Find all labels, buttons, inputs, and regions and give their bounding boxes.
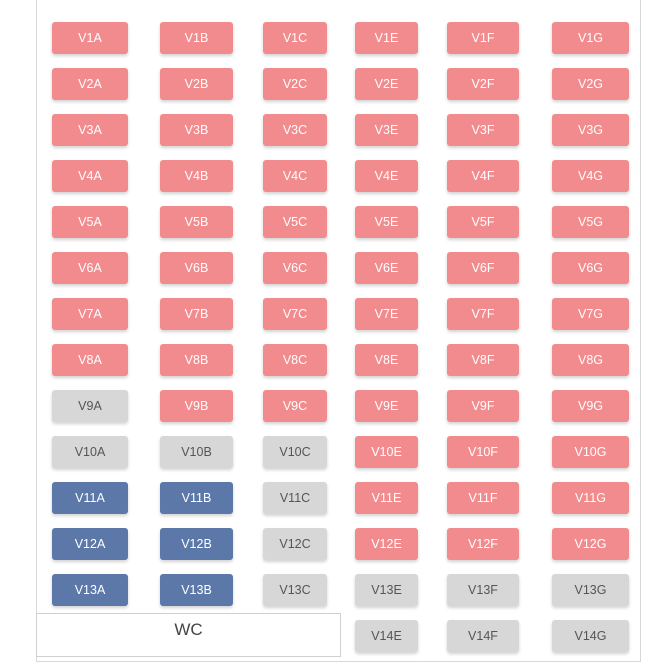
seat-v5g[interactable]: V5G — [552, 206, 629, 238]
seat-v8b[interactable]: V8B — [160, 344, 233, 376]
seat-v2a[interactable]: V2A — [52, 68, 128, 100]
seat-v11e[interactable]: V11E — [355, 482, 418, 514]
seat-v12e[interactable]: V12E — [355, 528, 418, 560]
seat-v13c[interactable]: V13C — [263, 574, 327, 606]
seat-v13e[interactable]: V13E — [355, 574, 418, 606]
seat-v2c[interactable]: V2C — [263, 68, 327, 100]
seat-v10a[interactable]: V10A — [52, 436, 128, 468]
seat-v8g[interactable]: V8G — [552, 344, 629, 376]
seat-v13b[interactable]: V13B — [160, 574, 233, 606]
seat-v11g[interactable]: V11G — [552, 482, 629, 514]
seat-v6f[interactable]: V6F — [447, 252, 519, 284]
seat-v12b[interactable]: V12B — [160, 528, 233, 560]
seat-v4b[interactable]: V4B — [160, 160, 233, 192]
seat-map-panel — [36, 0, 641, 662]
seat-v1b[interactable]: V1B — [160, 22, 233, 54]
seat-v1f[interactable]: V1F — [447, 22, 519, 54]
seat-v14e[interactable]: V14E — [355, 620, 418, 652]
seat-v10g[interactable]: V10G — [552, 436, 629, 468]
seat-v6c[interactable]: V6C — [263, 252, 327, 284]
seat-v11f[interactable]: V11F — [447, 482, 519, 514]
seat-v13g[interactable]: V13G — [552, 574, 629, 606]
seat-v10e[interactable]: V10E — [355, 436, 418, 468]
seat-v4g[interactable]: V4G — [552, 160, 629, 192]
seat-v11c[interactable]: V11C — [263, 482, 327, 514]
seat-v12f[interactable]: V12F — [447, 528, 519, 560]
seat-v3e[interactable]: V3E — [355, 114, 418, 146]
wc-label: WC — [174, 620, 203, 639]
seat-v1g[interactable]: V1G — [552, 22, 629, 54]
seat-v12c[interactable]: V12C — [263, 528, 327, 560]
seat-v7f[interactable]: V7F — [447, 298, 519, 330]
seat-v4f[interactable]: V4F — [447, 160, 519, 192]
seat-v9e[interactable]: V9E — [355, 390, 418, 422]
seat-v3b[interactable]: V3B — [160, 114, 233, 146]
seat-v10c[interactable]: V10C — [263, 436, 327, 468]
seat-v4e[interactable]: V4E — [355, 160, 418, 192]
seat-v3a[interactable]: V3A — [52, 114, 128, 146]
seat-v9f[interactable]: V9F — [447, 390, 519, 422]
seat-v7e[interactable]: V7E — [355, 298, 418, 330]
seat-v14f[interactable]: V14F — [447, 620, 519, 652]
seat-v5c[interactable]: V5C — [263, 206, 327, 238]
seat-v7g[interactable]: V7G — [552, 298, 629, 330]
seat-v2f[interactable]: V2F — [447, 68, 519, 100]
seat-v9a[interactable]: V9A — [52, 390, 128, 422]
seat-v13f[interactable]: V13F — [447, 574, 519, 606]
seat-v2g[interactable]: V2G — [552, 68, 629, 100]
seat-v5f[interactable]: V5F — [447, 206, 519, 238]
seat-v6g[interactable]: V6G — [552, 252, 629, 284]
seat-v8c[interactable]: V8C — [263, 344, 327, 376]
seat-v8f[interactable]: V8F — [447, 344, 519, 376]
seat-v3g[interactable]: V3G — [552, 114, 629, 146]
seat-v2b[interactable]: V2B — [160, 68, 233, 100]
seat-v14g[interactable]: V14G — [552, 620, 629, 652]
seat-v6a[interactable]: V6A — [52, 252, 128, 284]
seat-v7c[interactable]: V7C — [263, 298, 327, 330]
seat-v7a[interactable]: V7A — [52, 298, 128, 330]
seat-v9b[interactable]: V9B — [160, 390, 233, 422]
seat-v13a[interactable]: V13A — [52, 574, 128, 606]
seat-v5a[interactable]: V5A — [52, 206, 128, 238]
seat-v5e[interactable]: V5E — [355, 206, 418, 238]
seat-v11b[interactable]: V11B — [160, 482, 233, 514]
seat-v1a[interactable]: V1A — [52, 22, 128, 54]
seat-v10f[interactable]: V10F — [447, 436, 519, 468]
seat-v2e[interactable]: V2E — [355, 68, 418, 100]
seat-v4c[interactable]: V4C — [263, 160, 327, 192]
seat-v12a[interactable]: V12A — [52, 528, 128, 560]
seat-v6e[interactable]: V6E — [355, 252, 418, 284]
seat-v3f[interactable]: V3F — [447, 114, 519, 146]
seat-v9g[interactable]: V9G — [552, 390, 629, 422]
seat-v6b[interactable]: V6B — [160, 252, 233, 284]
seat-v5b[interactable]: V5B — [160, 206, 233, 238]
seat-v7b[interactable]: V7B — [160, 298, 233, 330]
seat-v9c[interactable]: V9C — [263, 390, 327, 422]
seat-v10b[interactable]: V10B — [160, 436, 233, 468]
seat-v4a[interactable]: V4A — [52, 160, 128, 192]
seat-v8a[interactable]: V8A — [52, 344, 128, 376]
seat-v1e[interactable]: V1E — [355, 22, 418, 54]
seat-v8e[interactable]: V8E — [355, 344, 418, 376]
seat-v11a[interactable]: V11A — [52, 482, 128, 514]
seat-v3c[interactable]: V3C — [263, 114, 327, 146]
seat-v12g[interactable]: V12G — [552, 528, 629, 560]
wc-area: WC — [36, 613, 341, 657]
seat-v1c[interactable]: V1C — [263, 22, 327, 54]
